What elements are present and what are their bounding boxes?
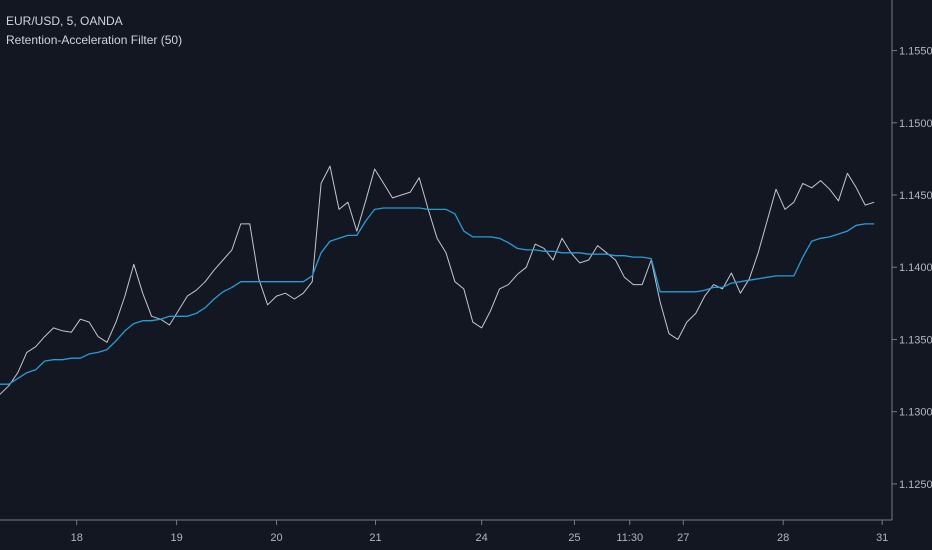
y-tick-label: 1.13000 [899,407,932,419]
price-axis[interactable]: 1.12500 1.13000 1.13500 1.14000 1.14500 1.150… [892,46,932,491]
time-axis[interactable]: 18 19 20 21 24 25 11:30 27 28 31 [71,520,889,544]
indicator-label[interactable]: Retention-Acceleration Filter (50) [6,33,183,47]
series-layer [0,165,875,395]
y-tick-label: 1.15500 [899,46,932,58]
x-tick-label: 11:30 [616,532,643,544]
filter-line[interactable] [0,207,875,385]
y-tick-label: 1.12500 [899,479,932,491]
y-tick-label: 1.13500 [899,334,932,346]
price-line[interactable] [0,165,875,395]
x-tick-label: 21 [369,532,381,544]
symbol-label[interactable]: EUR/USD, 5, OANDA [6,14,123,28]
x-tick-label: 20 [270,532,282,544]
x-tick-label: 28 [777,532,789,544]
x-tick-label: 27 [677,532,689,544]
chart-legend: EUR/USD, 5, OANDA Retention-Acceleration… [6,12,182,50]
x-tick-label: 18 [71,532,83,544]
x-tick-label: 31 [876,532,888,544]
y-tick-label: 1.15000 [899,118,932,130]
y-tick-label: 1.14000 [899,262,932,274]
x-tick-label: 24 [476,532,488,544]
x-tick-label: 25 [568,532,580,544]
y-tick-label: 1.14500 [899,190,932,202]
x-tick-label: 19 [170,532,182,544]
